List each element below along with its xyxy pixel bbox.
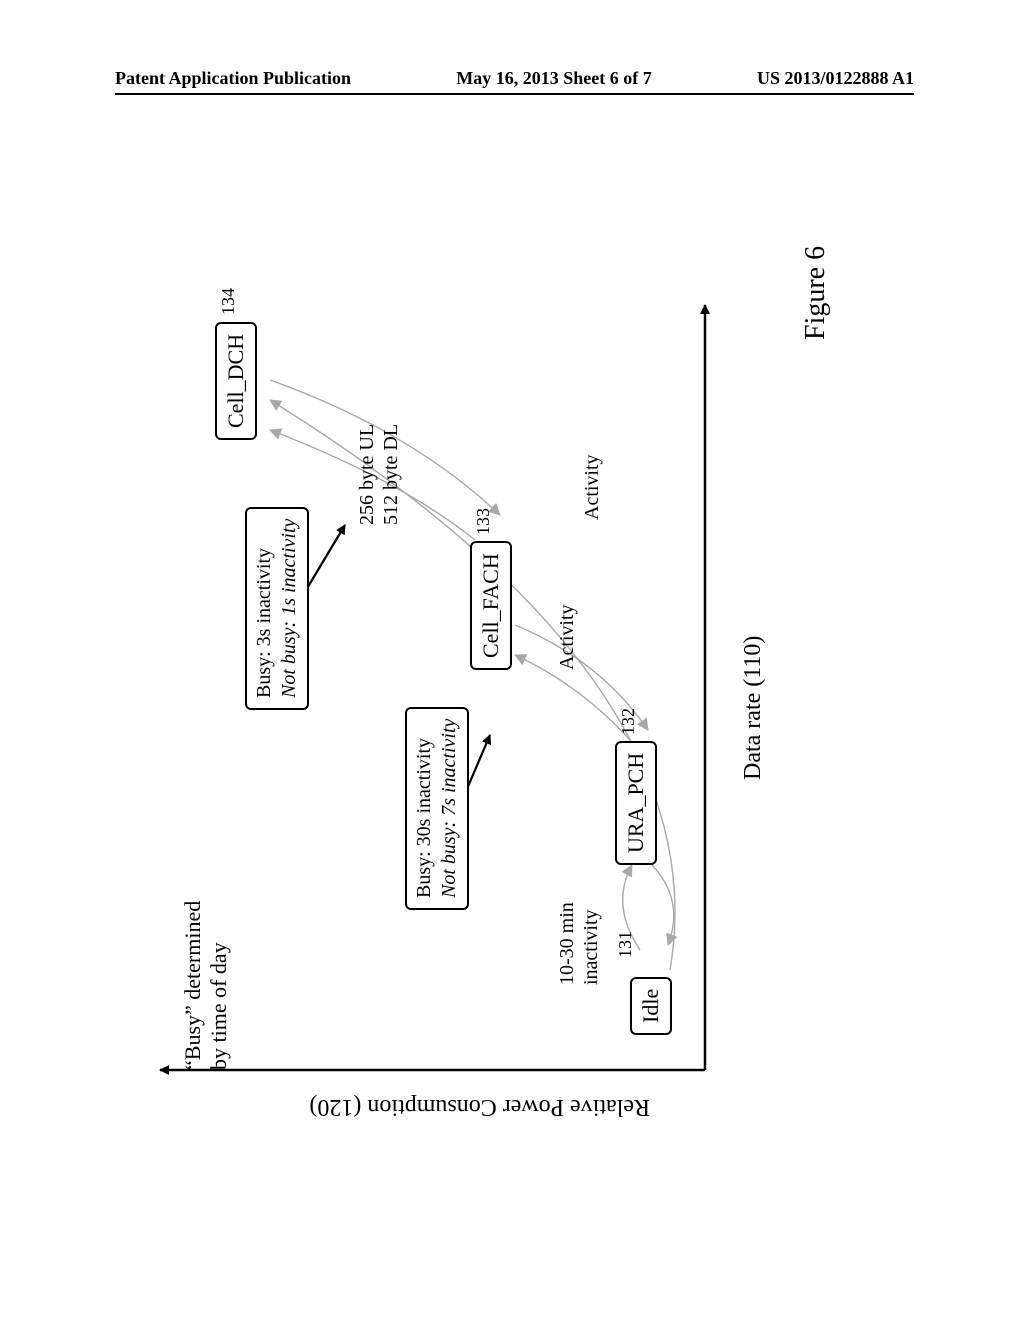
state-ura-label: URA_PCH xyxy=(623,753,648,853)
info-fach-to-ura-line1: Busy: 30s inactivity xyxy=(412,719,437,898)
state-idle-label: Idle xyxy=(638,989,663,1023)
ref-131: 131 xyxy=(615,931,636,958)
y-axis-label: Relative Power Consumption (120) xyxy=(309,1093,650,1120)
label-fach-dch: 256 byte UL512 byte DL xyxy=(355,424,403,525)
state-ura-pch: URA_PCH xyxy=(615,741,657,865)
info-fach-to-ura-line2: Not busy: 7s inactivity xyxy=(437,719,462,898)
info-dch-to-fach-line2: Not busy: 1s inactivity xyxy=(277,519,302,698)
figure-rotated: Relative Power Consumption (120) xyxy=(120,180,900,1160)
figure-caption: Figure 6 xyxy=(800,246,832,340)
header-right: US 2013/0122888 A1 xyxy=(757,68,914,89)
label-ura-idle: 10-30 mininactivity xyxy=(555,902,603,985)
page-header: Patent Application Publication May 16, 2… xyxy=(115,68,914,95)
page: Patent Application Publication May 16, 2… xyxy=(0,0,1024,1320)
state-diagram: “Busy” determinedby time of day Idle 131… xyxy=(160,300,720,1080)
state-cell-fach: Cell_FACH xyxy=(470,541,512,670)
state-idle: Idle xyxy=(630,977,672,1035)
x-axis-label: Data rate (110) xyxy=(740,636,767,780)
busy-note: “Busy” determinedby time of day xyxy=(180,901,233,1070)
header-left: Patent Application Publication xyxy=(115,68,351,89)
info-fach-to-ura: Busy: 30s inactivity Not busy: 7s inacti… xyxy=(405,707,469,910)
ref-132: 132 xyxy=(618,708,639,735)
label-idle-dch-activity: Activity xyxy=(580,454,604,520)
info-dch-to-fach: Busy: 3s inactivity Not busy: 1s inactiv… xyxy=(245,507,309,710)
state-cell-dch: Cell_DCH xyxy=(215,322,257,440)
label-ura-fach-activity: Activity xyxy=(555,604,579,670)
state-fach-label: Cell_FACH xyxy=(478,553,503,658)
ref-133: 133 xyxy=(473,508,494,535)
header-center: May 16, 2013 Sheet 6 of 7 xyxy=(456,68,651,89)
figure-container: Relative Power Consumption (120) xyxy=(120,180,900,1160)
ref-134: 134 xyxy=(218,288,239,315)
info-dch-to-fach-line1: Busy: 3s inactivity xyxy=(252,519,277,698)
state-dch-label: Cell_DCH xyxy=(223,334,248,428)
